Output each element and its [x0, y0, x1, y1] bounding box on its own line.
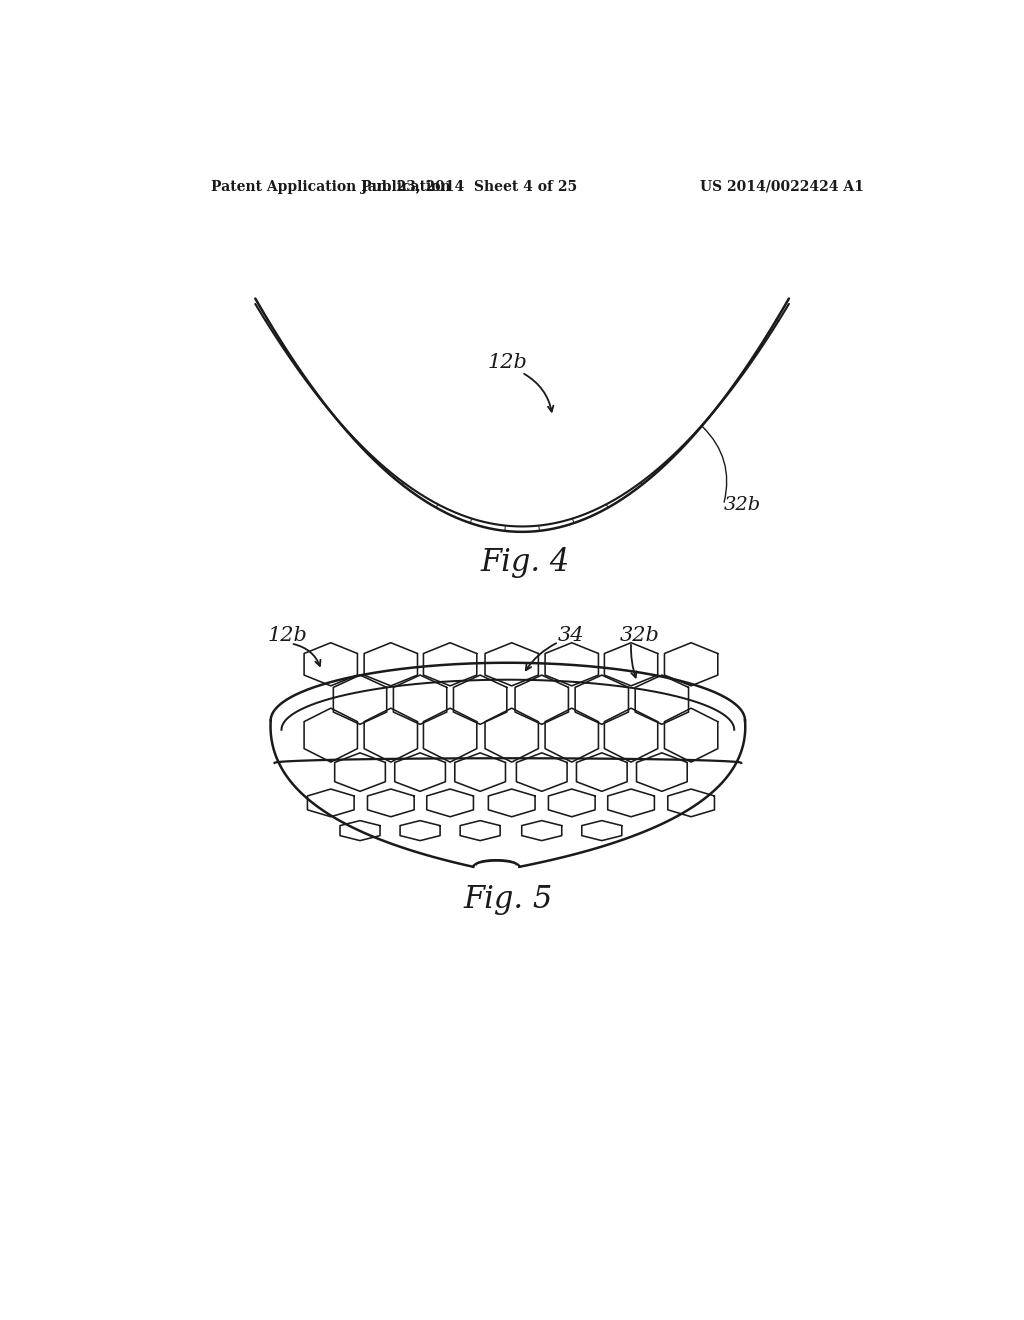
Text: 12b: 12b: [487, 352, 527, 372]
Text: Fig. 4: Fig. 4: [480, 548, 569, 578]
Text: 12b: 12b: [267, 626, 307, 645]
Text: Jan. 23, 2014  Sheet 4 of 25: Jan. 23, 2014 Sheet 4 of 25: [361, 180, 578, 194]
Text: Patent Application Publication: Patent Application Publication: [211, 180, 451, 194]
Text: US 2014/0022424 A1: US 2014/0022424 A1: [700, 180, 864, 194]
Text: Fig. 5: Fig. 5: [463, 883, 553, 915]
Text: 32b: 32b: [724, 496, 761, 513]
Text: 32b: 32b: [620, 626, 659, 645]
Text: 34: 34: [558, 626, 585, 645]
